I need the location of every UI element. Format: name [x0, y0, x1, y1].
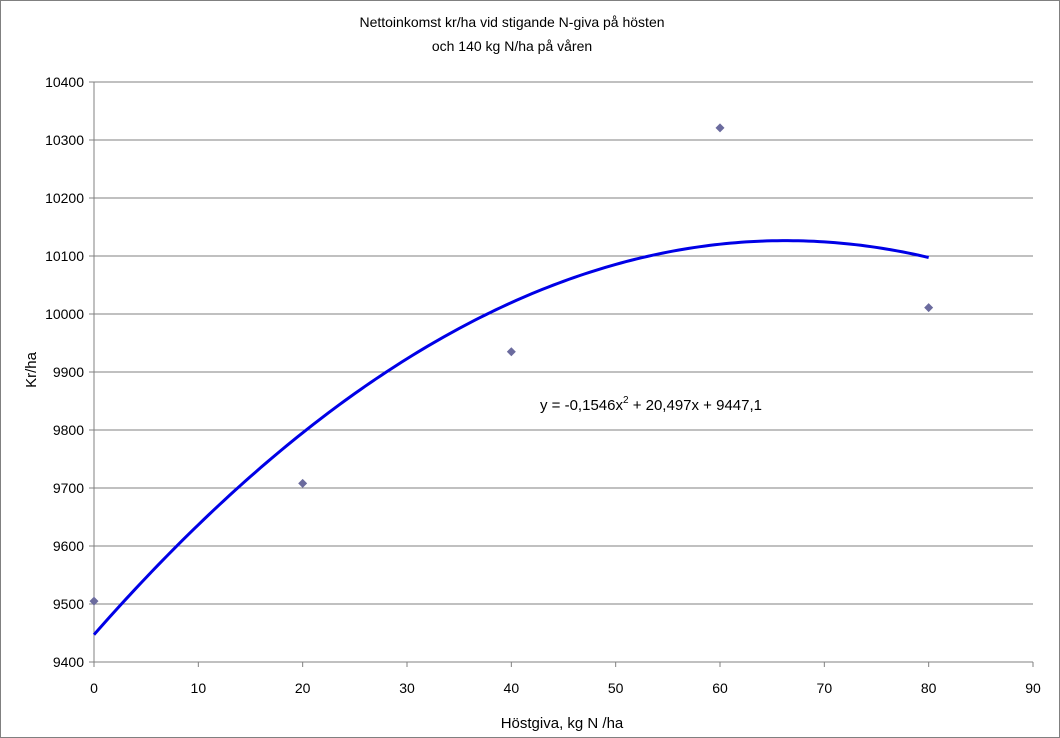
x-tick-label-20: 20 — [295, 680, 311, 696]
data-point-80 — [924, 303, 934, 313]
x-tick-label-10: 10 — [191, 680, 207, 696]
x-tick-label-90: 90 — [1025, 680, 1041, 696]
y-tick-label-9600: 9600 — [53, 538, 84, 554]
x-tick-labels: 0 10 20 30 40 50 60 70 80 90 — [90, 662, 1041, 696]
data-point-0 — [89, 596, 99, 606]
y-tick-labels: 9400 9500 9600 9700 9800 9900 10000 10100 10200 1… — [45, 74, 94, 670]
y-tick-label-10100: 10100 — [45, 248, 84, 264]
equation-exponent: 2 — [623, 395, 629, 406]
x-tick-label-60: 60 — [712, 680, 728, 696]
chart-title-line-2: och 140 kg N/ha på våren — [432, 38, 592, 54]
y-tick-label-9500: 9500 — [53, 596, 84, 612]
y-tick-label-9400: 9400 — [53, 654, 84, 670]
y-axis-title: Kr/ha — [23, 351, 40, 388]
data-point-40 — [506, 347, 516, 357]
equation-rest: + 20,497x + 9447,1 — [629, 397, 762, 414]
x-tick-label-0: 0 — [90, 680, 98, 696]
data-point-20 — [298, 478, 308, 488]
y-tick-label-10000: 10000 — [45, 306, 84, 322]
y-tick-label-9700: 9700 — [53, 480, 84, 496]
trendline-curve — [92, 239, 930, 636]
x-axis-title: Höstgiva, kg N /ha — [501, 715, 624, 732]
x-tick-label-80: 80 — [921, 680, 937, 696]
grid-lines — [94, 81, 1033, 605]
trendline-equation: y = -0,1546x2 + 20,497x + 9447,1 — [540, 395, 762, 414]
y-tick-label-9900: 9900 — [53, 364, 84, 380]
x-tick-label-70: 70 — [817, 680, 833, 696]
y-tick-label-10300: 10300 — [45, 132, 84, 148]
x-tick-label-50: 50 — [608, 680, 624, 696]
equation-base: y = -0,1546x — [540, 397, 623, 414]
y-tick-label-10400: 10400 — [45, 74, 84, 90]
x-tick-label-40: 40 — [504, 680, 520, 696]
x-tick-label-30: 30 — [399, 680, 415, 696]
chart-title-line-1: Nettoinkomst kr/ha vid stigande N-giva p… — [359, 14, 664, 30]
data-points — [89, 123, 934, 606]
y-tick-label-10200: 10200 — [45, 190, 84, 206]
data-point-60 — [715, 123, 725, 133]
y-tick-label-9800: 9800 — [53, 422, 84, 438]
